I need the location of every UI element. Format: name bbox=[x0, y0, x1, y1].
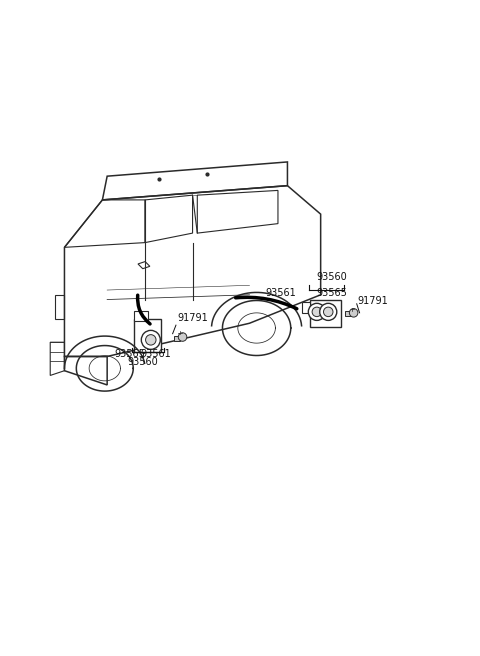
Text: 93565: 93565 bbox=[115, 350, 145, 359]
Bar bbox=[345, 312, 351, 316]
FancyBboxPatch shape bbox=[302, 302, 311, 314]
Text: 93565: 93565 bbox=[316, 289, 347, 298]
FancyBboxPatch shape bbox=[310, 300, 341, 327]
Circle shape bbox=[308, 303, 325, 320]
Text: 93560: 93560 bbox=[127, 358, 158, 367]
Text: 91791: 91791 bbox=[178, 314, 208, 323]
Circle shape bbox=[145, 335, 156, 345]
Text: 93561: 93561 bbox=[265, 289, 296, 298]
Circle shape bbox=[141, 331, 160, 350]
Bar bbox=[174, 336, 180, 341]
Circle shape bbox=[349, 308, 358, 317]
Circle shape bbox=[320, 303, 337, 320]
Circle shape bbox=[178, 333, 187, 341]
Circle shape bbox=[324, 307, 333, 317]
Text: 93560: 93560 bbox=[316, 272, 347, 281]
FancyBboxPatch shape bbox=[134, 312, 148, 321]
Text: 93561: 93561 bbox=[141, 350, 171, 359]
Text: 91791: 91791 bbox=[358, 297, 388, 306]
Circle shape bbox=[312, 307, 322, 317]
FancyBboxPatch shape bbox=[134, 319, 161, 352]
